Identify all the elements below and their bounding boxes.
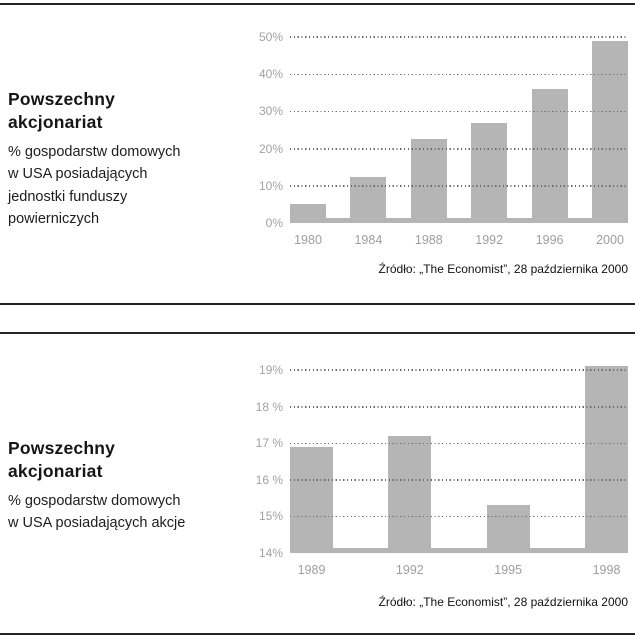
x-axis-label-1995: 1995 [494, 563, 523, 577]
gridline-18% [290, 406, 628, 408]
bar-1998 [585, 366, 628, 553]
x-axis-label-1988: 1988 [414, 233, 443, 247]
top-rule [0, 3, 635, 5]
y-axis-label: 18 % [255, 399, 283, 414]
chart1-subtitle: % gospodarstw domowych w USA posiadający… [8, 144, 181, 228]
y-axis-label: 20% [258, 141, 283, 156]
chart2-source: Źródło: „The Economist”, 28 października… [378, 595, 628, 609]
x-axis-label-1996: 1996 [535, 233, 564, 247]
gridline-17% [290, 442, 628, 445]
x-axis-label-2000: 2000 [596, 233, 624, 247]
gridline-16% [290, 479, 628, 481]
gridline-20% [290, 148, 628, 150]
x-axis-label-1998: 1998 [592, 563, 621, 577]
x-axis-label-1992: 1992 [475, 233, 504, 247]
y-axis-label: 0% [265, 216, 283, 230]
y-axis-label: 19% [258, 363, 283, 377]
x-axis-label-1989: 1989 [297, 563, 326, 577]
gridline-30% [290, 110, 628, 113]
gridline-15% [290, 515, 628, 518]
y-axis-label: 10% [258, 178, 283, 193]
chart2-title: Powszechny akcjonariat [8, 438, 116, 481]
y-axis-label: 50% [258, 30, 283, 44]
y-axis-label: 40% [258, 67, 283, 82]
x-axis-label-1984: 1984 [354, 233, 383, 247]
y-axis-label: 17 % [255, 436, 283, 451]
bar-1995 [486, 505, 530, 553]
y-axis-label: 15% [258, 509, 283, 524]
x-axis-label-1980: 1980 [294, 233, 322, 247]
y-axis-label: 14% [258, 546, 283, 560]
y-axis-label: 16 % [255, 472, 283, 487]
x-axis-baseline [290, 218, 628, 223]
chart1-source: Źródło: „The Economist”, 28 października… [378, 262, 628, 276]
gridline-19% [290, 369, 628, 371]
bar-1989 [290, 446, 333, 553]
section2-top-rule [0, 332, 635, 334]
section1-bottom-rule [0, 303, 635, 305]
chart1-text-block: Powszechny akcjonariat % gospodarstw dom… [8, 88, 238, 231]
bar-1984 [350, 176, 387, 223]
chart2-subtitle: % gospodarstw domowych w USA posiadający… [8, 493, 186, 532]
y-axis-label: 30% [258, 104, 283, 119]
chart2-plot-area: 14% 15% 16 % 17 % 18 % 19% 1989 1992 1995 1998 [256, 362, 628, 577]
x-axis-baseline [290, 548, 628, 553]
chart1-title: Powszechny akcjonariat [8, 89, 116, 132]
x-axis-label-1992: 1992 [395, 563, 424, 577]
chart2-text-block: Powszechny akcjonariat % gospodarstw dom… [8, 437, 238, 535]
bar-1992 [388, 435, 432, 553]
bar-1988 [410, 139, 447, 223]
chart1-plot-area: 0% 10% 20% 30% 40% 50% 1980 1984 1988 1992 1996 200… [259, 30, 628, 247]
bar-1992 [471, 122, 508, 223]
bar-2000 [592, 40, 628, 223]
gridline-50% [290, 36, 628, 38]
gridline-10% [290, 185, 628, 187]
gridline-40% [290, 73, 628, 76]
bottom-rule [0, 633, 635, 635]
bar-1996 [531, 89, 568, 223]
